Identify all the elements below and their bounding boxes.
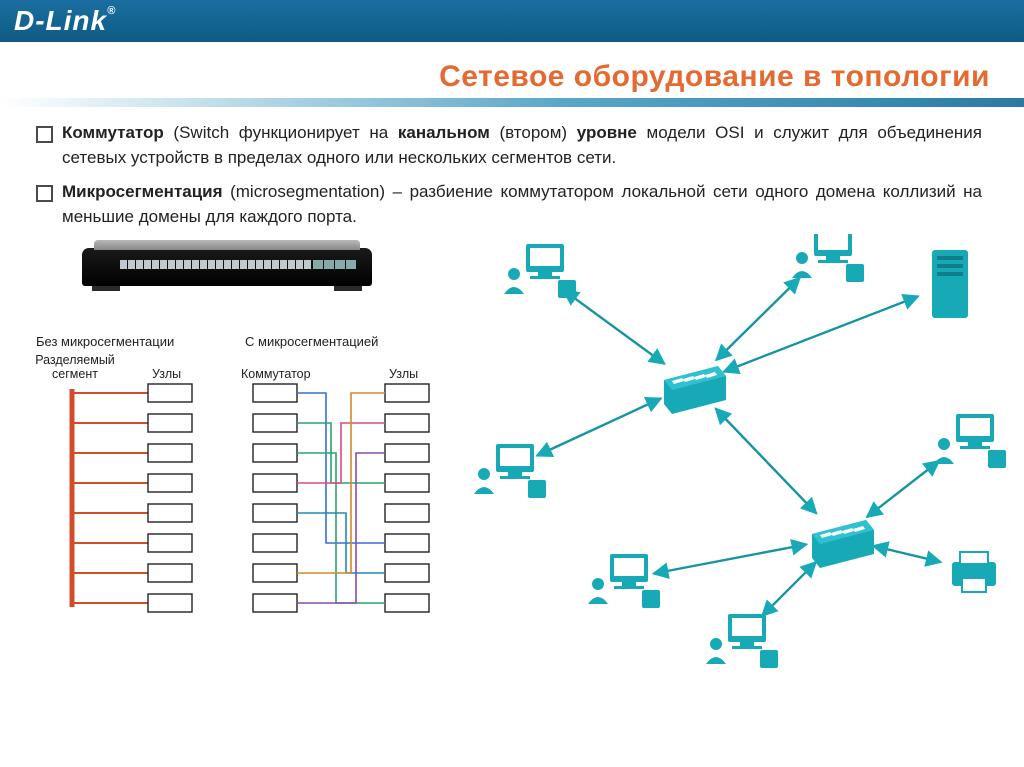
- diagram-area: Без микросегментации Разделяемый сегмент…: [36, 244, 982, 684]
- bold-text: Коммутатор: [62, 123, 164, 142]
- bullet-item: Микросегментация (microsegmentation) – р…: [36, 180, 982, 229]
- brand-logo: D-Link®: [14, 5, 116, 37]
- bullet-list: Коммутатор (Switch функционирует на кана…: [36, 121, 982, 230]
- segmentation-with: С микросегментацией Коммутатор Узлы: [245, 334, 445, 641]
- bold-text: канальном: [398, 123, 490, 142]
- diagram-title: С микросегментацией: [245, 334, 445, 349]
- segmentation-without: Без микросегментации Разделяемый сегмент…: [36, 334, 211, 641]
- switch-ports: [120, 260, 311, 269]
- bold-text: Микросегментация: [62, 182, 223, 201]
- bold-text: уровне: [577, 123, 637, 142]
- plain-text: (втором): [490, 123, 577, 142]
- divider-gradient: [0, 98, 1024, 107]
- network-topology: [456, 234, 1016, 674]
- plain-text: (Switch функционирует на: [164, 123, 398, 142]
- bullet-item: Коммутатор (Switch функционирует на кана…: [36, 121, 982, 170]
- page-title: Сетевое оборудование в топологии: [0, 42, 1024, 98]
- topology-svg: [456, 234, 1016, 674]
- segmentation-left-svg: [36, 353, 211, 653]
- content-area: Коммутатор (Switch функционирует на кана…: [0, 121, 1024, 684]
- header-bar: D-Link®: [0, 0, 1024, 42]
- segmentation-diagrams: Без микросегментации Разделяемый сегмент…: [36, 334, 445, 641]
- switch-device-illustration: [82, 248, 372, 286]
- diagram-title: Без микросегментации: [36, 334, 211, 349]
- segmentation-right-svg: [245, 353, 445, 653]
